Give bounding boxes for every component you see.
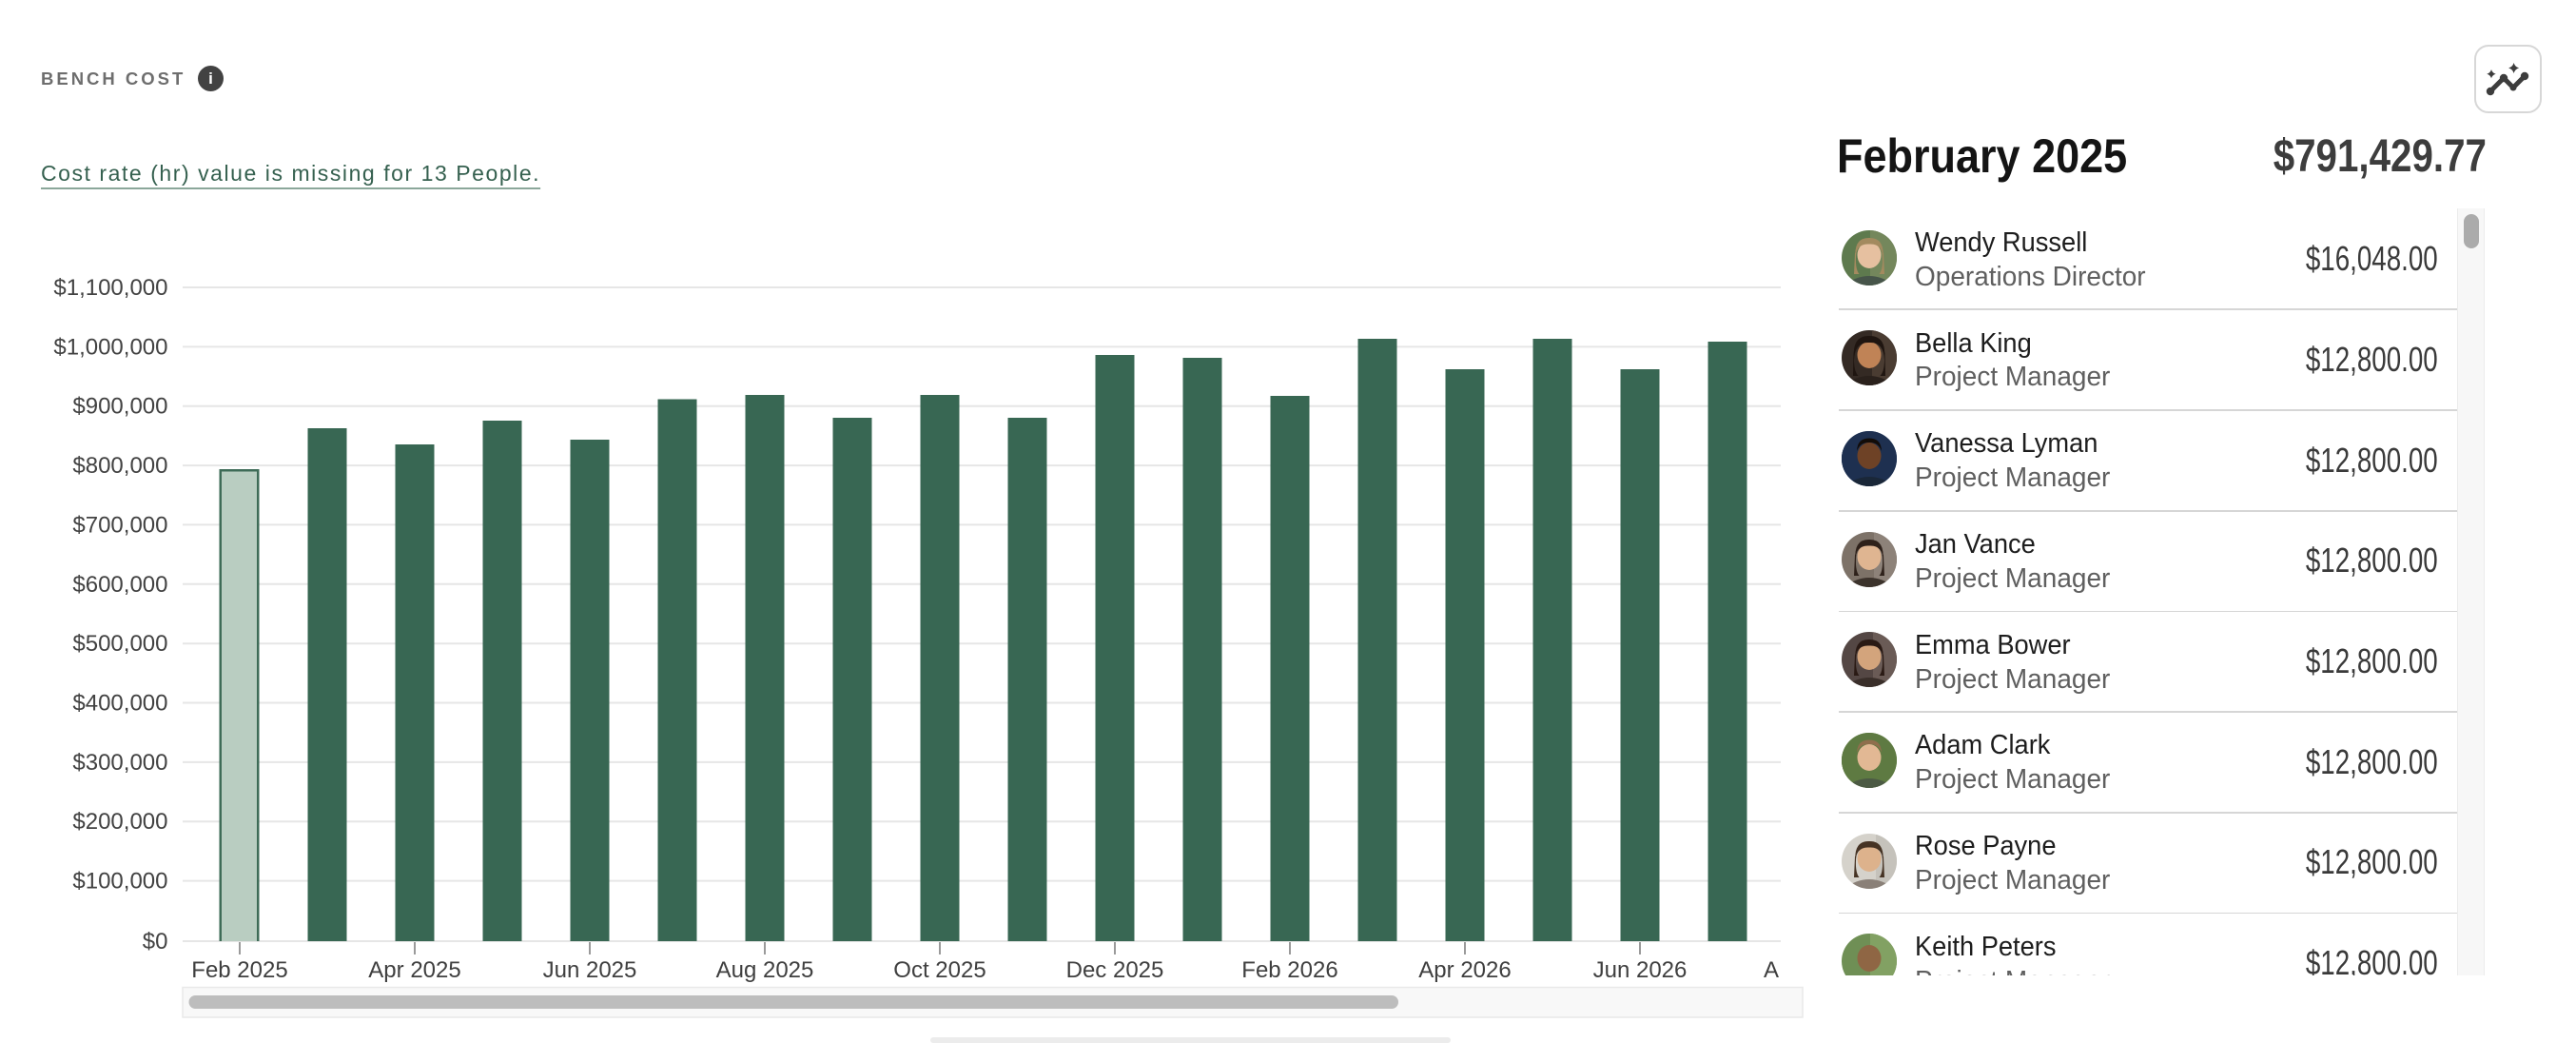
svg-text:$700,000: $700,000 — [72, 512, 167, 538]
svg-text:Jun 2025: Jun 2025 — [543, 957, 637, 983]
svg-text:$1,100,000: $1,100,000 — [53, 275, 167, 301]
svg-text:$600,000: $600,000 — [72, 572, 167, 598]
svg-text:A: A — [1764, 957, 1779, 983]
svg-text:Apr 2025: Apr 2025 — [368, 957, 460, 983]
svg-text:Dec 2025: Dec 2025 — [1066, 957, 1164, 983]
svg-text:$400,000: $400,000 — [72, 691, 167, 717]
svg-text:$800,000: $800,000 — [72, 453, 167, 479]
svg-text:$0: $0 — [143, 929, 168, 954]
svg-text:Feb 2025: Feb 2025 — [191, 957, 287, 983]
svg-text:$500,000: $500,000 — [72, 631, 167, 657]
svg-text:$200,000: $200,000 — [72, 809, 167, 835]
svg-text:Oct 2025: Oct 2025 — [893, 957, 986, 983]
svg-text:$1,000,000: $1,000,000 — [53, 334, 167, 360]
svg-text:$300,000: $300,000 — [72, 750, 167, 776]
svg-text:Apr 2026: Apr 2026 — [1418, 957, 1511, 983]
svg-text:Jun 2026: Jun 2026 — [1593, 957, 1688, 983]
svg-text:$900,000: $900,000 — [72, 394, 167, 420]
svg-text:Feb 2026: Feb 2026 — [1241, 957, 1337, 983]
svg-text:$100,000: $100,000 — [72, 869, 167, 895]
svg-text:Aug 2025: Aug 2025 — [716, 957, 814, 983]
